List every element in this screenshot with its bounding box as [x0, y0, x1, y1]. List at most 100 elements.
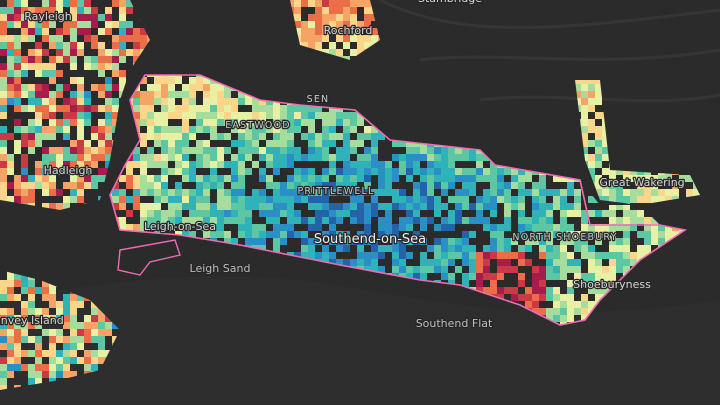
- map-cell: [105, 133, 112, 140]
- map-cell: [595, 175, 602, 182]
- map-cell: [336, 35, 343, 42]
- map-cell: [84, 63, 91, 70]
- map-cell: [427, 189, 434, 196]
- map-cell: [77, 175, 84, 182]
- map-cell: [70, 119, 77, 126]
- map-cell: [441, 238, 448, 245]
- map-cell: [329, 140, 336, 147]
- map-cell: [462, 280, 469, 287]
- map-cell: [287, 126, 294, 133]
- map-cell: [252, 140, 259, 147]
- map-cell: [42, 133, 49, 140]
- map-cell: [0, 343, 7, 350]
- map-cell: [133, 105, 140, 112]
- map-cell: [308, 35, 315, 42]
- map-cell: [378, 175, 385, 182]
- map-cell: [329, 126, 336, 133]
- map-cell: [105, 119, 112, 126]
- map-cell: [42, 350, 49, 357]
- map-cell: [399, 203, 406, 210]
- map-cell: [203, 91, 210, 98]
- map-cell: [266, 105, 273, 112]
- map-cell: [84, 182, 91, 189]
- map-cell: [70, 196, 77, 203]
- map-cell: [161, 182, 168, 189]
- map-cell: [168, 91, 175, 98]
- map-cell: [35, 119, 42, 126]
- map-cell: [14, 119, 21, 126]
- map-cell: [616, 259, 623, 266]
- estuary: [0, 276, 720, 405]
- map-cell: [105, 126, 112, 133]
- map-cell: [14, 196, 21, 203]
- map-cell: [336, 147, 343, 154]
- map-cell: [259, 189, 266, 196]
- map-cell: [217, 147, 224, 154]
- map-cell: [63, 56, 70, 63]
- map-cell: [154, 112, 161, 119]
- map-cell: [42, 112, 49, 119]
- map-cell: [126, 28, 133, 35]
- map-cell: [28, 91, 35, 98]
- map-cell: [665, 231, 672, 238]
- map-cell: [154, 175, 161, 182]
- map-cell: [336, 217, 343, 224]
- map-cell: [378, 182, 385, 189]
- map-cell: [14, 0, 21, 7]
- map-cell: [21, 182, 28, 189]
- map-cell: [273, 196, 280, 203]
- map-cell: [329, 224, 336, 231]
- map-cell: [91, 35, 98, 42]
- map-cell: [231, 189, 238, 196]
- map-cell: [574, 259, 581, 266]
- map-cell: [287, 196, 294, 203]
- map-cell: [7, 56, 14, 63]
- map-cell: [448, 252, 455, 259]
- map-cell: [175, 91, 182, 98]
- map-cell: [7, 280, 14, 287]
- map-cell: [105, 147, 112, 154]
- map-cell: [105, 91, 112, 98]
- map-cell: [0, 371, 7, 378]
- map-cell: [77, 126, 84, 133]
- map-cell: [49, 287, 56, 294]
- map-cell: [420, 224, 427, 231]
- map-cell: [42, 70, 49, 77]
- map-cell: [70, 329, 77, 336]
- map-cell: [322, 35, 329, 42]
- map-cell: [581, 238, 588, 245]
- map-cell: [14, 56, 21, 63]
- map-cell: [77, 294, 84, 301]
- map-cell: [63, 112, 70, 119]
- map-cell: [266, 161, 273, 168]
- map-cell: [224, 189, 231, 196]
- map-cell: [189, 231, 196, 238]
- map-cell: [259, 238, 266, 245]
- map-cell: [448, 259, 455, 266]
- map-cell: [49, 301, 56, 308]
- map-cell: [196, 189, 203, 196]
- map-cell: [280, 126, 287, 133]
- map-cell: [0, 7, 7, 14]
- map-cell: [287, 189, 294, 196]
- map-cell: [336, 28, 343, 35]
- map-cell: [224, 175, 231, 182]
- map-cell: [525, 217, 532, 224]
- map-cell: [77, 357, 84, 364]
- map-cell: [539, 287, 546, 294]
- map-cell: [623, 238, 630, 245]
- map-cell: [546, 231, 553, 238]
- map-cell: [70, 56, 77, 63]
- map-cell: [413, 182, 420, 189]
- map-cell: [441, 154, 448, 161]
- map-cell: [49, 63, 56, 70]
- map-cell: [182, 161, 189, 168]
- map-cell: [140, 28, 147, 35]
- map-cell: [483, 203, 490, 210]
- map-cell: [154, 91, 161, 98]
- map-cell: [448, 210, 455, 217]
- place-label: Rayleigh: [24, 10, 72, 23]
- map-cell: [553, 273, 560, 280]
- map-cell: [427, 245, 434, 252]
- map-cell: [70, 357, 77, 364]
